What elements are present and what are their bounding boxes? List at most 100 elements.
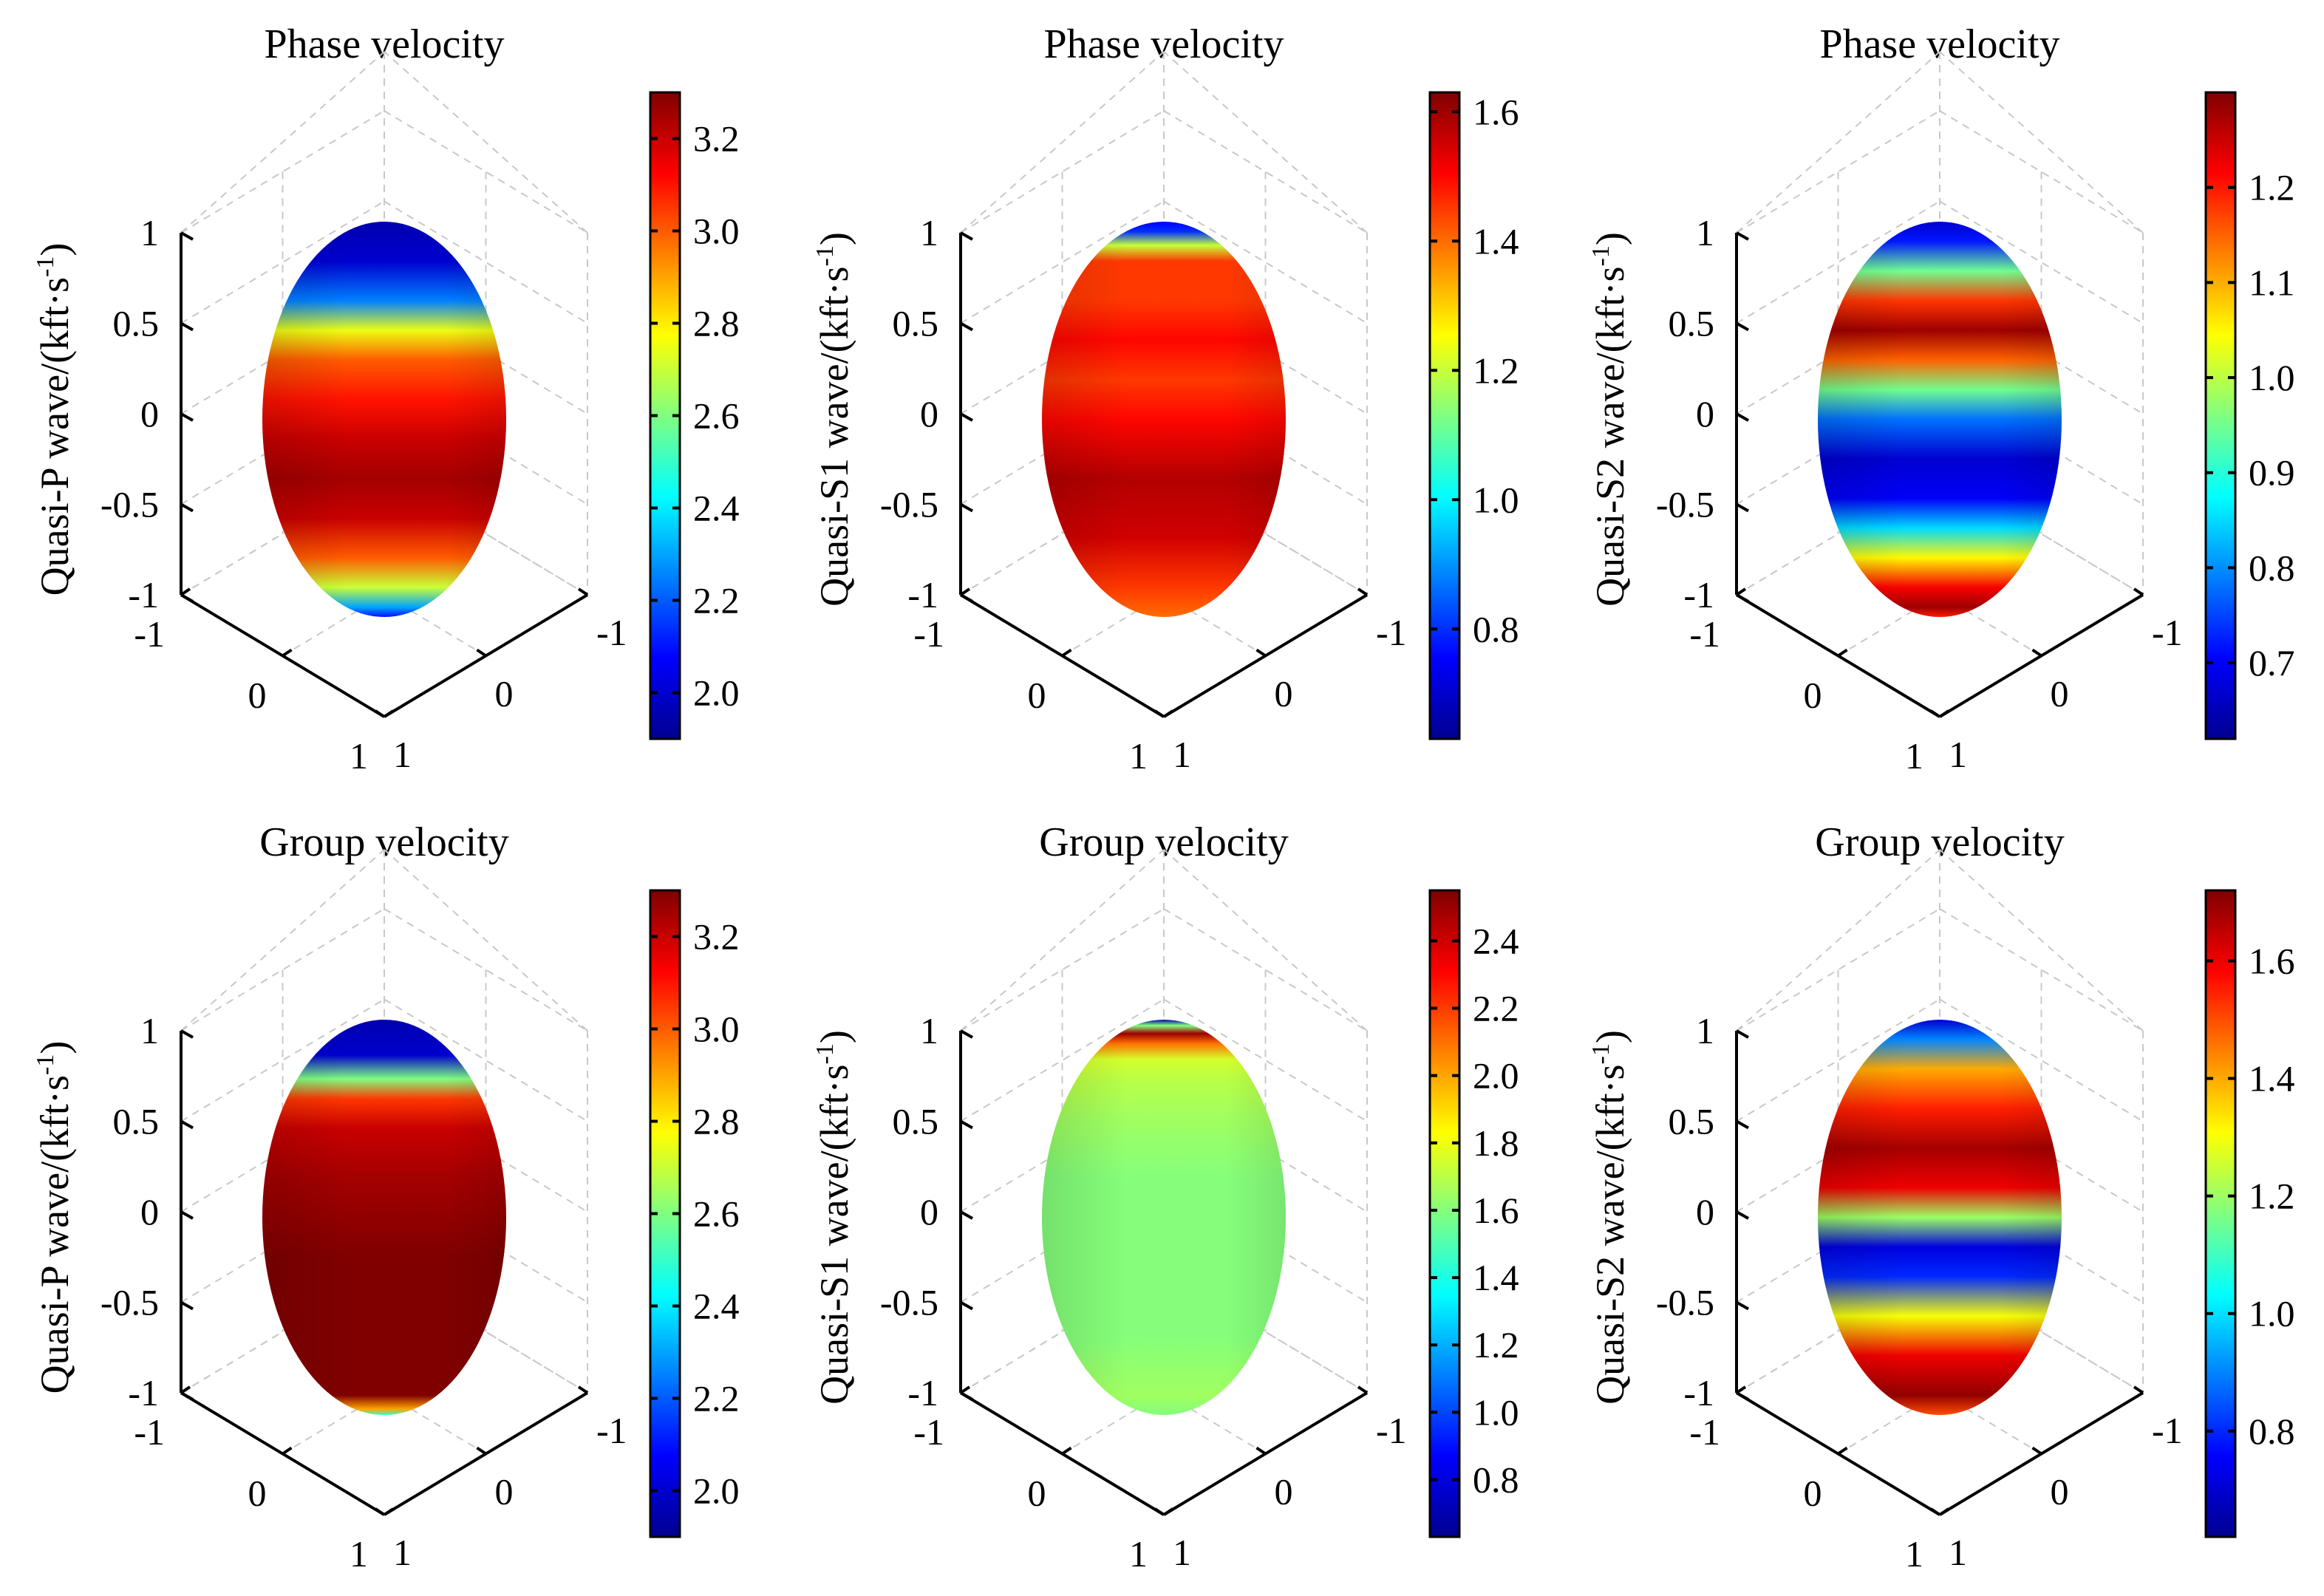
panel-5: Group velocity10.50-0.5-1-101-101Quasi-S… <box>811 819 1519 1575</box>
colorbar: 0.7 0.8 0.9 1.0 1.1 1.2 <box>2204 91 2295 740</box>
colorbar-tick-label: 1.2 <box>1473 349 1519 391</box>
x-tick-label: -1 <box>1689 613 1720 655</box>
panel-title: Phase velocity <box>264 21 504 67</box>
y-tick-label: 0 <box>2051 1471 2069 1513</box>
x-tick-label: 0 <box>1028 1473 1046 1514</box>
colorbar-tick-label: 2.2 <box>693 580 740 621</box>
z-tick-label: 0 <box>1696 393 1714 434</box>
colorbar-tick-label: 2.4 <box>693 1286 740 1327</box>
panel-title: Group velocity <box>1039 819 1288 865</box>
colorbar: 0.8 1.0 1.2 1.4 1.6 1.8 2.0 2.2 2.4 <box>1428 889 1519 1538</box>
colorbar-tick-label: 0.8 <box>2249 547 2295 588</box>
z-tick-label: -0.5 <box>1656 1282 1714 1323</box>
y-tick-label: 0 <box>1275 673 1293 715</box>
z-tick-label: -0.5 <box>880 484 938 525</box>
colorbar-tick-label: 2.2 <box>693 1378 740 1419</box>
x-tick-label: 1 <box>1129 735 1148 777</box>
z-tick-label: 0.5 <box>893 303 939 344</box>
surface-shading <box>262 222 506 617</box>
panel-title: Group velocity <box>259 819 508 865</box>
y-tick-label: 1 <box>1949 734 1967 775</box>
y-tick-label: 0 <box>2051 673 2069 715</box>
colorbar-tick-label: 0.8 <box>1473 1459 1519 1501</box>
panel-2: Phase velocity10.50-0.5-1-101-101Quasi-S… <box>811 21 1519 777</box>
z-tick-label: 1 <box>1696 212 1714 253</box>
colorbar: 0.8 1.0 1.2 1.4 1.6 <box>1428 91 1519 740</box>
x-tick-label: 1 <box>350 735 368 777</box>
z-tick-label: 0.5 <box>113 1101 160 1142</box>
x-tick-label: 1 <box>1129 1533 1148 1575</box>
x-tick-label: -1 <box>134 613 165 655</box>
z-tick-label: -1 <box>1683 1372 1714 1413</box>
x-tick-label: 1 <box>1905 735 1923 777</box>
surface-shading <box>262 1020 506 1415</box>
colorbar-tick-label: 0.8 <box>1473 608 1519 649</box>
surface-shading <box>1818 222 2062 617</box>
colorbar-tick-label: 2.2 <box>1473 988 1519 1029</box>
z-tick-label: 1 <box>920 212 938 253</box>
colorbar-tick-label: 3.0 <box>693 1009 740 1050</box>
colorbar-tick-label: 1.2 <box>1473 1324 1519 1365</box>
colorbar-tick-label: 3.0 <box>693 211 740 252</box>
axes: 10.50-0.5-1-101-101 <box>880 212 1407 777</box>
x-tick-label: -1 <box>913 613 944 655</box>
panel-title: Group velocity <box>1815 819 2064 865</box>
panel-4: Group velocity10.50-0.5-1-101-101Quasi-P… <box>32 819 740 1575</box>
colorbar-tick-label: 2.8 <box>693 1101 740 1142</box>
z-tick-label: 1 <box>140 212 159 253</box>
x-tick-label: 0 <box>248 1473 267 1514</box>
colorbar-tick-label: 2.4 <box>693 488 740 529</box>
z-tick-label: 0.5 <box>113 303 160 344</box>
z-tick-label: 0 <box>920 1191 938 1232</box>
colorbar-tick-label: 2.0 <box>693 1470 740 1512</box>
x-tick-label: -1 <box>913 1411 944 1453</box>
y-tick-label: 0 <box>1275 1471 1293 1513</box>
colorbar-tick-label: 1.0 <box>2249 357 2295 398</box>
colorbar: 2.0 2.2 2.4 2.6 2.8 3.0 3.2 <box>649 889 740 1538</box>
colorbar-tick-label: 1.4 <box>1473 1257 1519 1298</box>
colorbar-tick-label: 2.6 <box>693 395 740 437</box>
z-tick-label: -0.5 <box>100 1282 159 1323</box>
y-tick-label: -1 <box>2152 612 2183 653</box>
panel-1: Phase velocity10.50-0.5-1-101-101Quasi-P… <box>32 21 740 777</box>
x-tick-label: 0 <box>1804 1473 1822 1514</box>
panel-6: Group velocity10.50-0.5-1-101-101Quasi-S… <box>1587 819 2295 1575</box>
z-tick-label: 0 <box>920 393 938 434</box>
x-tick-label: 1 <box>1905 1533 1923 1575</box>
z-tick-label: -1 <box>128 1372 159 1413</box>
y-tick-label: -1 <box>1376 612 1407 653</box>
colorbar-tick-label: 1.2 <box>2249 1176 2295 1217</box>
colorbar-gradient <box>1430 92 1459 739</box>
x-tick-label: 0 <box>248 675 267 716</box>
x-tick-label: 1 <box>350 1533 368 1575</box>
colorbar-tick-label: 1.0 <box>1473 1391 1519 1433</box>
y-tick-label: 1 <box>393 1532 412 1573</box>
y-tick-label: 0 <box>495 1471 514 1513</box>
colorbar-tick-label: 1.6 <box>1473 1190 1519 1231</box>
axes: 10.50-0.5-1-101-101 <box>100 212 627 777</box>
axes: 10.50-0.5-1-101-101 <box>100 1010 627 1575</box>
x-tick-label: -1 <box>134 1411 165 1453</box>
y-tick-label: 1 <box>1173 1532 1191 1573</box>
colorbar-tick-label: 1.2 <box>2249 167 2295 208</box>
z-tick-label: 0 <box>140 1191 159 1232</box>
y-tick-label: -1 <box>2152 1410 2183 1451</box>
z-tick-label: 0.5 <box>893 1101 939 1142</box>
y-tick-label: 1 <box>393 734 412 775</box>
z-tick-label: -1 <box>907 1372 938 1413</box>
colorbar-tick-label: 0.7 <box>2249 642 2295 683</box>
axes: 10.50-0.5-1-101-101 <box>1656 212 2183 777</box>
z-tick-label: 0.5 <box>1669 1101 1715 1142</box>
panel-title: Phase velocity <box>1819 21 2059 67</box>
y-tick-label: 1 <box>1173 734 1191 775</box>
colorbar-tick-label: 0.8 <box>2249 1411 2295 1452</box>
x-tick-label: 0 <box>1028 675 1046 716</box>
y-tick-label: 0 <box>495 673 514 715</box>
surface-shading <box>1042 222 1286 617</box>
surface-shading <box>1818 1020 2062 1415</box>
colorbar-tick-label: 1.4 <box>2249 1058 2295 1099</box>
colorbar-tick-label: 1.6 <box>1473 91 1519 132</box>
z-tick-label: 0 <box>140 393 159 434</box>
colorbar-tick-label: 2.6 <box>693 1193 740 1235</box>
